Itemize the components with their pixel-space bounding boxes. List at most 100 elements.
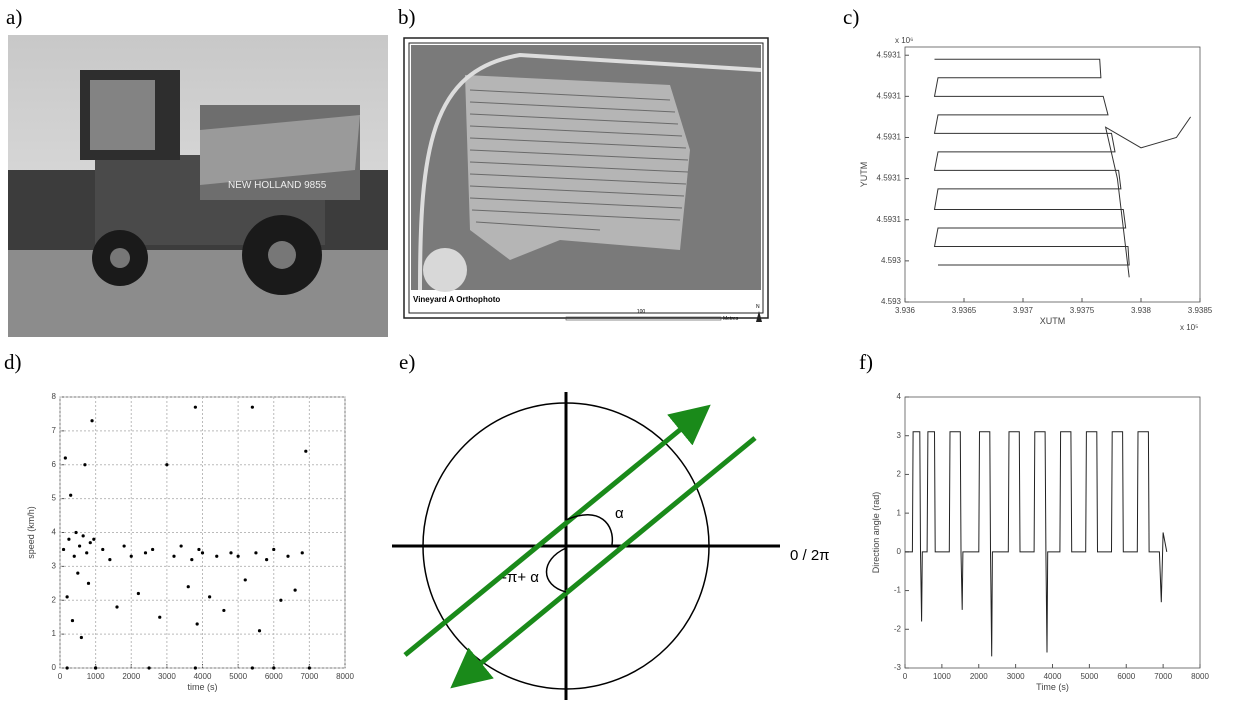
point [165,463,168,466]
point [151,548,154,551]
point [286,555,289,558]
point [194,666,197,669]
x-tick-label: 0 [903,672,908,681]
y-tick-label: 0 [52,663,57,672]
point [196,622,199,625]
y-tick-label: 3 [897,431,902,440]
x-tick-label: 4000 [1044,672,1062,681]
x-tick-label: 3.9385 [1188,306,1213,315]
y-tick-label: -1 [894,586,902,595]
x-tick-label: 3.9365 [952,306,977,315]
x-tick-label: 6000 [265,672,283,681]
y-tick-label: 0 [897,547,902,556]
point [94,666,97,669]
direction-diagram: α -π+ α 0 / 2π [392,392,830,700]
y-tick-label: 7 [52,426,57,435]
y-tick-label: 5 [52,494,57,503]
point [71,619,74,622]
point [304,450,307,453]
point [254,551,257,554]
x-tick-label: 3000 [1007,672,1025,681]
y-tick-label: 4.593 [881,256,902,265]
point [85,551,88,554]
point [208,595,211,598]
y-tick-label: 2 [52,595,57,604]
point [89,541,92,544]
y-tick-label: 4.5931 [877,91,902,100]
point [215,555,218,558]
point [201,551,204,554]
y-tick-label: 4.5931 [877,174,902,183]
point [66,666,69,669]
point [194,406,197,409]
x-tick-label: 1000 [933,672,951,681]
x-axis-label: time (s) [188,682,218,692]
x-tick-label: 5000 [1080,672,1098,681]
orthophoto: Vineyard A Orthophoto 100 Metres N [404,38,768,322]
point [172,555,175,558]
x-tick-label: 8000 [336,672,354,681]
x-tick-label: 7000 [1154,672,1172,681]
y-tick-label: 4 [897,392,902,401]
x-tick-label: 1000 [87,672,105,681]
point [73,555,76,558]
point [82,534,85,537]
photo-text: NEW HOLLAND 9855 [228,180,327,191]
page: {"panel_labels": ["a)", "b)", "c)", "d)"… [0,0,1233,702]
y-tick-label: 4.5931 [877,215,902,224]
point [294,588,297,591]
y-tick-label: 4.593 [881,297,902,306]
point [222,609,225,612]
y-tick-label: -2 [894,624,902,633]
photo: NEW HOLLAND 9855 [8,35,388,337]
x-tick-label: 3.936 [895,306,916,315]
y-tick-label: 1 [52,629,57,638]
point [67,538,70,541]
point [279,599,282,602]
panel-label: d) [4,350,22,374]
point [76,572,79,575]
plot-area [905,47,1200,302]
panel-label: f) [859,350,873,374]
y-offset-label: x 10⁶ [895,36,913,45]
y-tick-label: 8 [52,392,57,401]
point [123,544,126,547]
x-axis-label: XUTM [1040,316,1066,326]
y-tick-label: 3 [52,561,57,570]
scale-label: 100 [637,309,646,315]
x-axis-label: Time (s) [1036,682,1069,692]
point [190,558,193,561]
scale-unit: Metres [723,316,739,322]
point [74,531,77,534]
x-tick-label: 3.938 [1131,306,1152,315]
point [130,555,133,558]
y-tick-label: 4.5931 [877,133,902,142]
point [180,544,183,547]
point [101,548,104,551]
x-tick-label: 0 [58,672,63,681]
point [272,666,275,669]
figure: a) b) c) d) e) f) NEW HOLLAND 9855 Viney… [0,0,1233,702]
neg-label: -π+ α [502,569,539,586]
point [197,548,200,551]
point [147,666,150,669]
north-label: N [756,304,760,310]
point [258,629,261,632]
point [144,551,147,554]
point [251,406,254,409]
panel-label: c) [843,5,859,29]
y-tick-label: -3 [894,663,902,672]
right-label: 0 / 2π [790,547,830,564]
point [308,666,311,669]
orthophoto-title: Vineyard A Orthophoto [413,295,500,304]
y-axis-label: Direction angle (rad) [871,492,881,574]
y-axis-label: speed (km/h) [26,506,36,559]
point [108,558,111,561]
panel-label: b) [398,5,416,29]
point [80,636,83,639]
y-tick-label: 1 [897,508,902,517]
x-offset-label: x 10⁵ [1180,323,1198,332]
y-axis-label: YUTM [859,162,869,188]
point [137,592,140,595]
point [251,666,254,669]
